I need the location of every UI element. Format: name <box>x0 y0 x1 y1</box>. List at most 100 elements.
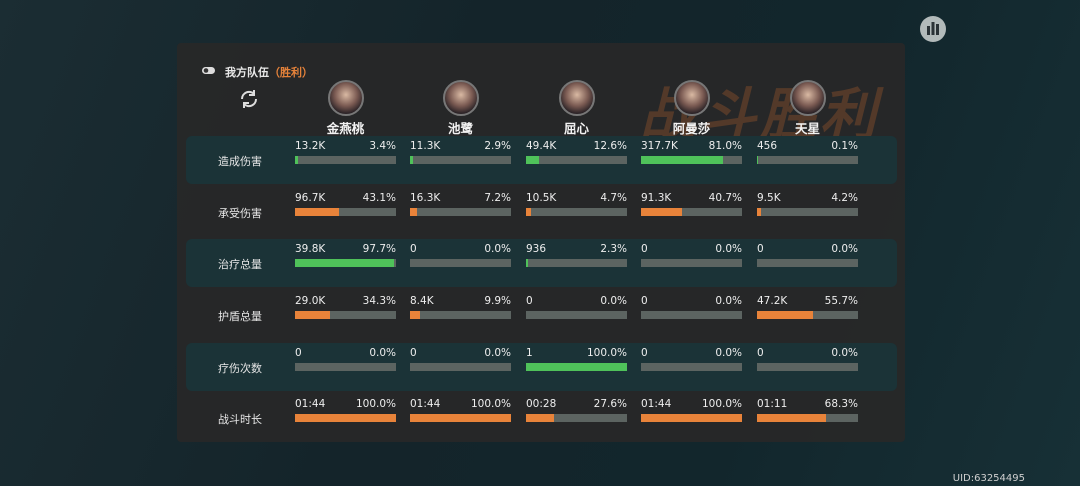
cell-percent: 97.7% <box>362 243 396 255</box>
cell-value: 0 <box>641 243 648 255</box>
percent-bar-track <box>641 414 742 422</box>
cell-percent: 3.4% <box>369 140 396 152</box>
stats-icon[interactable] <box>918 14 948 44</box>
percent-bar <box>295 414 396 422</box>
cell-value: 0 <box>410 243 417 255</box>
cell-percent: 55.7% <box>824 295 858 307</box>
percent-bar <box>641 208 683 216</box>
cell-percent: 0.0% <box>600 295 627 307</box>
character-name: 金燕桃 <box>326 121 365 136</box>
row-label: 承受伤害 <box>218 207 262 220</box>
cell-percent: 100.0% <box>355 398 396 410</box>
cell-percent: 7.2% <box>484 192 511 204</box>
cell-value: 0 <box>757 243 764 255</box>
percent-bar <box>757 311 814 319</box>
cell-value: 936 <box>526 243 547 255</box>
cell-percent: 68.3% <box>824 398 858 410</box>
percent-bar <box>410 311 420 319</box>
percent-bar-track <box>641 156 742 164</box>
cell-percent: 0.0% <box>484 243 511 255</box>
percent-bar-track <box>757 311 858 319</box>
character-avatar <box>327 80 364 116</box>
cell-percent: 2.9% <box>484 140 511 152</box>
percent-bar <box>641 414 742 422</box>
percent-bar <box>295 311 330 319</box>
cell-value: 47.2K <box>757 295 788 307</box>
percent-bar-track <box>410 363 511 371</box>
percent-bar-track <box>526 363 627 371</box>
row-label: 疗伤次数 <box>218 362 262 375</box>
cell-value: 0 <box>410 347 417 359</box>
cell-value: 49.4K <box>526 140 557 152</box>
percent-bar-track <box>526 311 627 319</box>
percent-bar-track <box>526 156 627 164</box>
cell-percent: 12.6% <box>593 140 627 152</box>
cell-percent: 0.0% <box>369 347 396 359</box>
cell-value: 11.3K <box>410 140 441 152</box>
percent-bar <box>410 414 511 422</box>
percent-bar <box>526 363 627 371</box>
percent-bar-track <box>295 363 396 371</box>
cell-value: 0 <box>295 347 302 359</box>
cell-percent: 27.6% <box>593 398 627 410</box>
percent-bar-track <box>641 363 742 371</box>
percent-bar-track <box>410 156 511 164</box>
percent-bar <box>757 208 762 216</box>
team-title: 我方队伍 <box>225 66 269 79</box>
percent-bar <box>295 156 299 164</box>
cell-value: 16.3K <box>410 192 441 204</box>
cell-percent: 0.0% <box>484 347 511 359</box>
cell-percent: 0.0% <box>831 347 858 359</box>
percent-bar-track <box>757 208 858 216</box>
percent-bar-track <box>526 414 627 422</box>
refresh-button[interactable] <box>237 89 261 109</box>
cell-value: 00:28 <box>526 398 557 410</box>
percent-bar-track <box>641 311 742 319</box>
cell-percent: 43.1% <box>362 192 396 204</box>
cell-value: 01:11 <box>757 398 788 410</box>
cell-percent: 40.7% <box>708 192 742 204</box>
percent-bar <box>757 414 826 422</box>
cell-value: 1 <box>526 347 533 359</box>
cell-value: 0 <box>526 295 533 307</box>
cell-value: 01:44 <box>410 398 441 410</box>
cell-percent: 100.0% <box>586 347 627 359</box>
cell-percent: 4.2% <box>831 192 858 204</box>
character-avatar <box>442 80 479 116</box>
cell-value: 01:44 <box>641 398 672 410</box>
percent-bar-track <box>295 208 396 216</box>
percent-bar-track <box>295 259 396 267</box>
cell-percent: 100.0% <box>701 398 742 410</box>
cell-value: 0 <box>641 295 648 307</box>
cell-percent: 9.9% <box>484 295 511 307</box>
cell-value: 29.0K <box>295 295 326 307</box>
percent-bar <box>526 259 529 267</box>
toggle-icon <box>202 67 215 74</box>
percent-bar <box>410 208 418 216</box>
character-avatar <box>673 80 710 116</box>
percent-bar-track <box>757 156 858 164</box>
row-label: 护盾总量 <box>218 310 262 323</box>
character-name: 池鹭 <box>447 121 473 136</box>
cell-value: 0 <box>641 347 648 359</box>
team-header: 我方队伍（胜利） <box>225 64 313 80</box>
percent-bar-track <box>295 156 396 164</box>
cell-percent: 2.3% <box>600 243 627 255</box>
percent-bar-track <box>757 363 858 371</box>
cell-value: 13.2K <box>295 140 326 152</box>
percent-bar-track <box>526 259 627 267</box>
cell-value: 456 <box>757 140 778 152</box>
percent-bar-track <box>641 208 742 216</box>
team-result: （胜利） <box>269 66 313 79</box>
cell-value: 10.5K <box>526 192 557 204</box>
cell-percent: 0.0% <box>715 295 742 307</box>
cell-value: 91.3K <box>641 192 672 204</box>
cell-percent: 0.1% <box>831 140 858 152</box>
cell-percent: 4.7% <box>600 192 627 204</box>
cell-value: 317.7K <box>641 140 678 152</box>
cell-percent: 100.0% <box>470 398 511 410</box>
percent-bar <box>526 156 539 164</box>
percent-bar <box>295 208 339 216</box>
character-name: 阿曼莎 <box>672 121 711 136</box>
